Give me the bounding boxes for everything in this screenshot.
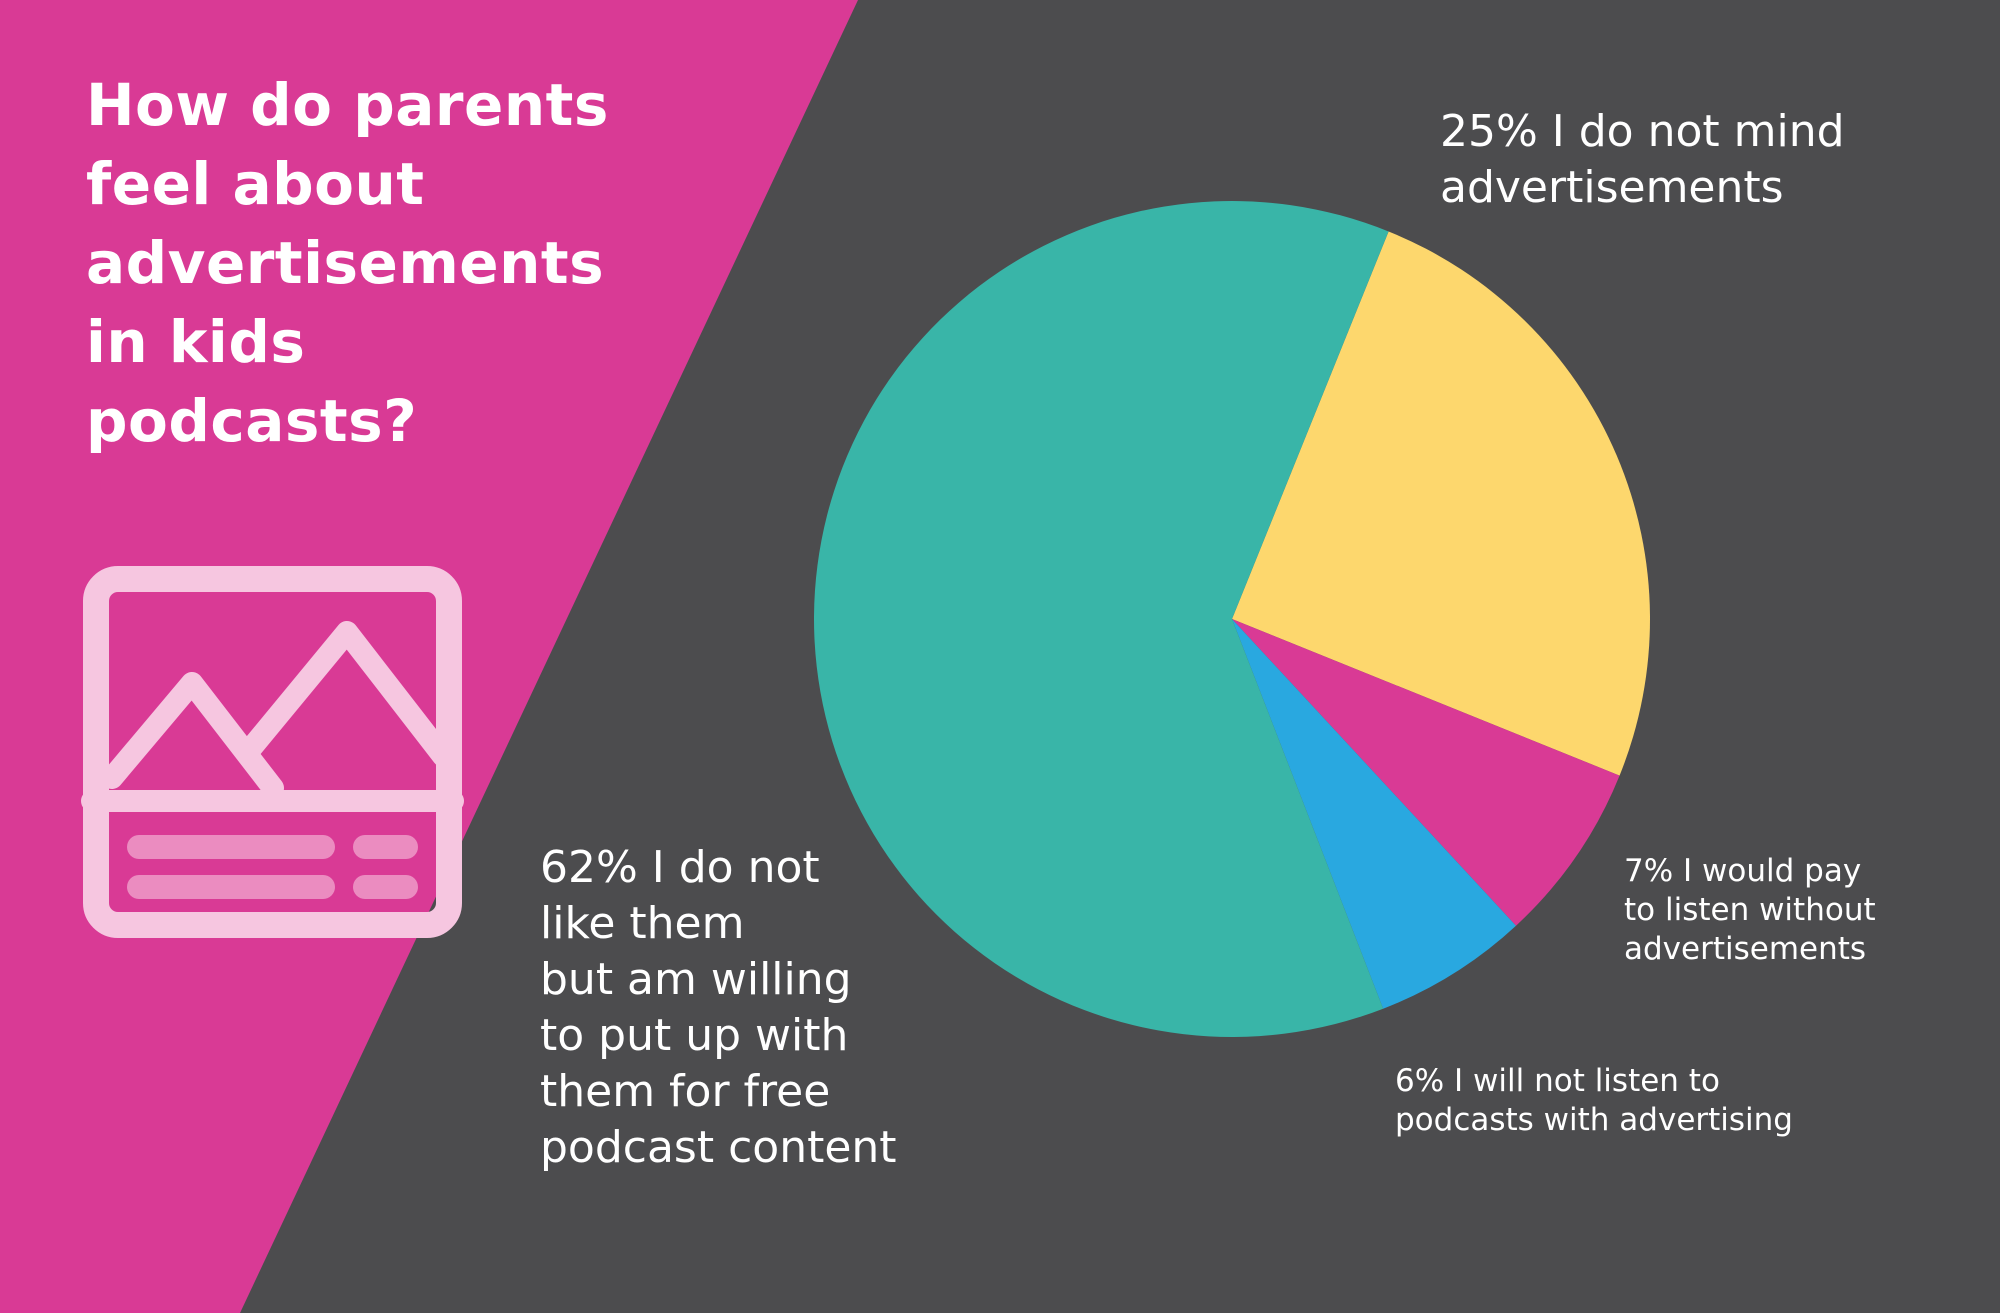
icon-text-bars [127, 835, 418, 899]
image-placeholder-icon [81, 566, 464, 938]
pink-diagonal-panel [0, 0, 858, 1313]
pie-slice-will-not-listen [1232, 619, 1517, 1009]
pie-slice-do-not-mind [1232, 231, 1650, 776]
pie-chart [813, 200, 1650, 1038]
pie-slice-would-pay [1232, 619, 1620, 926]
slice-label-will-not-listen: 6% I will not listen to podcasts with ad… [1395, 1063, 1793, 1138]
slice-label-would-pay: 7% I would pay to listen without adverti… [1624, 853, 1876, 967]
slice-label-do-not-mind: 25% I do not mind advertisements [1440, 106, 1845, 213]
pie-slice-do-not-like [813, 200, 1389, 1038]
chart-title: How do parents feel about advertisements… [86, 71, 609, 455]
slice-label-do-not-like: 62% I do not like them but am willing to… [540, 842, 897, 1173]
